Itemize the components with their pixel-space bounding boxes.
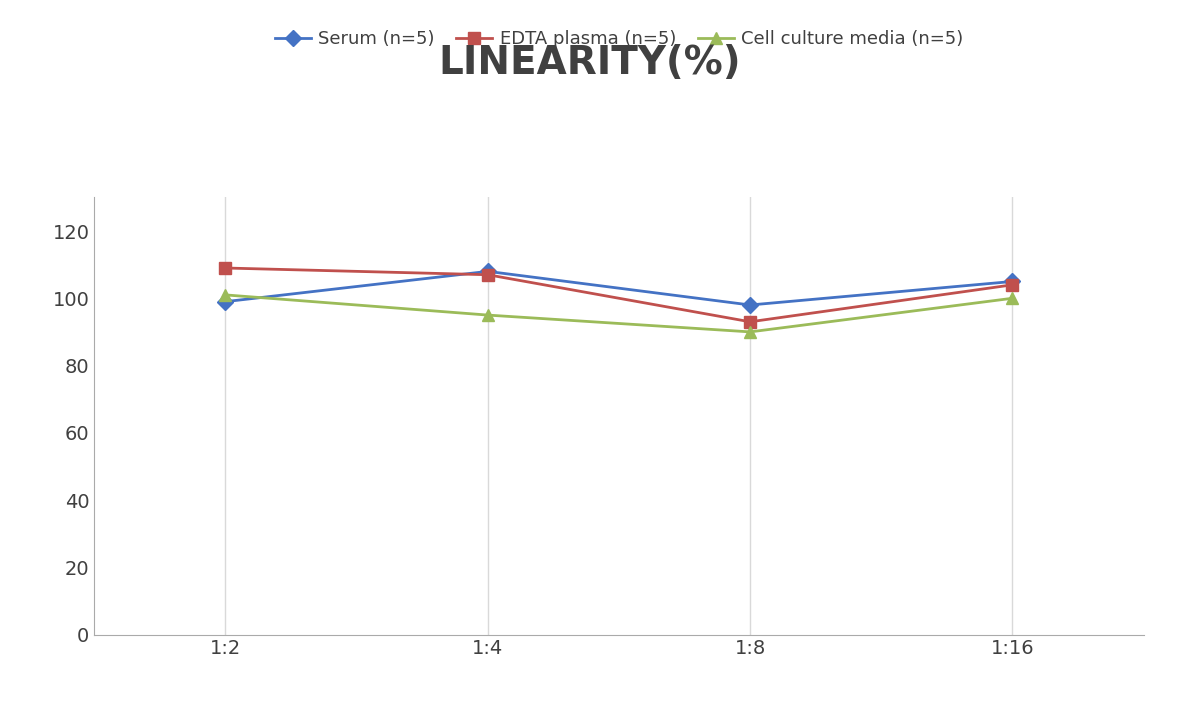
Serum (n=5) (1006, 277, 1020, 286)
Line: Serum (n=5): Serum (n=5) (220, 266, 1017, 310)
Cell culture media (n=5) (1006, 294, 1020, 302)
Legend: Serum (n=5), EDTA plasma (n=5), Cell culture media (n=5): Serum (n=5), EDTA plasma (n=5), Cell cul… (268, 23, 970, 55)
EDTA plasma (n=5) (1006, 281, 1020, 289)
Cell culture media (n=5) (481, 311, 495, 319)
Line: Cell culture media (n=5): Cell culture media (n=5) (220, 289, 1017, 338)
Serum (n=5) (743, 301, 757, 309)
EDTA plasma (n=5) (218, 264, 232, 272)
EDTA plasma (n=5) (481, 271, 495, 279)
Serum (n=5) (218, 298, 232, 306)
Text: LINEARITY(%): LINEARITY(%) (439, 44, 740, 82)
Cell culture media (n=5) (218, 290, 232, 299)
EDTA plasma (n=5) (743, 317, 757, 326)
Cell culture media (n=5) (743, 328, 757, 336)
Line: EDTA plasma (n=5): EDTA plasma (n=5) (220, 262, 1017, 327)
Serum (n=5) (481, 267, 495, 276)
